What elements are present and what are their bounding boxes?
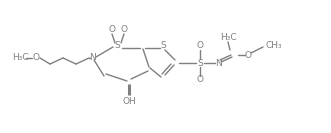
Text: H₃C: H₃C <box>12 53 28 63</box>
Text: N: N <box>90 53 96 63</box>
Text: S: S <box>160 41 166 51</box>
Text: S: S <box>114 41 120 51</box>
Text: OH: OH <box>122 97 136 105</box>
Text: N: N <box>214 59 221 68</box>
Text: O: O <box>245 51 252 59</box>
Text: S: S <box>197 59 203 68</box>
Text: O: O <box>32 53 39 63</box>
Text: O: O <box>197 76 204 84</box>
Text: O: O <box>109 24 116 34</box>
Text: O: O <box>197 41 204 51</box>
Text: CH₃: CH₃ <box>265 41 282 49</box>
Text: H₃C: H₃C <box>220 34 236 43</box>
Text: O: O <box>120 24 127 34</box>
